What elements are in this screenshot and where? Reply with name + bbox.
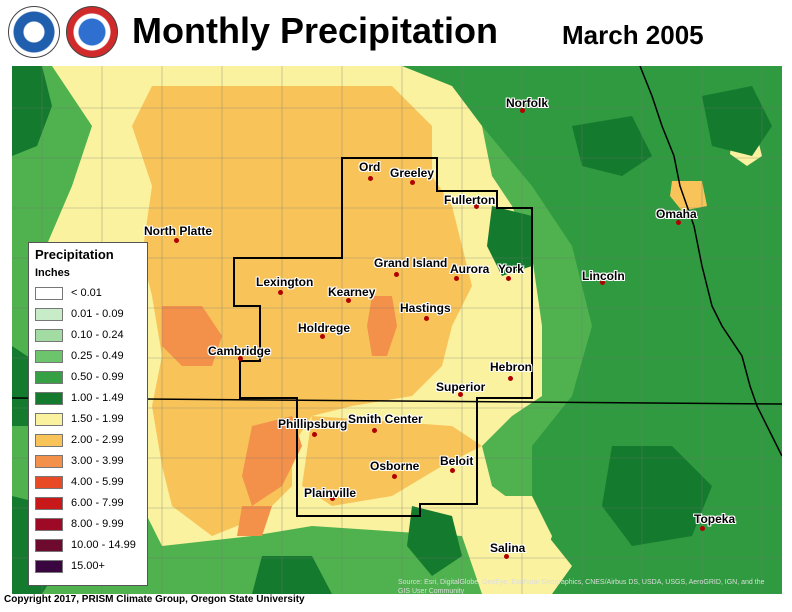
osborne-marker-icon (392, 474, 397, 479)
city-label-salina: Salina (490, 541, 526, 555)
city-label-kearney: Kearney (328, 285, 376, 299)
legend-swatch (35, 518, 63, 531)
city-label-cambridge: Cambridge (208, 344, 271, 358)
city-label-topeka: Topeka (694, 512, 736, 526)
legend-label: 4.00 - 5.99 (71, 476, 124, 488)
norfolk-marker-icon (520, 108, 525, 113)
map-date: March 2005 (562, 20, 704, 50)
city-label-superior: Superior (436, 380, 486, 394)
ord-marker-icon (368, 176, 373, 181)
legend-label: 8.00 - 9.99 (71, 518, 124, 530)
superior-marker-icon (458, 392, 463, 397)
phillipsburg-marker-icon (312, 432, 317, 437)
legend-title: Precipitation (35, 247, 114, 262)
city-label-phillipsburg: Phillipsburg (278, 417, 348, 431)
plainville-marker-icon (330, 496, 335, 501)
legend-label: 1.50 - 1.99 (71, 413, 124, 425)
city-label-hastings: Hastings (400, 301, 451, 315)
city-label-york: York (498, 262, 524, 276)
hebron-marker-icon (508, 376, 513, 381)
legend-label: 10.00 - 14.99 (71, 539, 136, 551)
salina-marker-icon (504, 554, 509, 559)
map-title: Monthly Precipitation (132, 10, 499, 51)
city-label-fullerton: Fullerton (444, 193, 496, 207)
legend-swatch (35, 560, 63, 573)
city-label-beloit: Beloit (440, 454, 474, 468)
legend-label: 2.00 - 2.99 (71, 434, 124, 446)
precipitation-raster (12, 66, 782, 594)
cambridge-marker-icon (238, 356, 243, 361)
legend-label: < 0.01 (71, 287, 102, 299)
city-label-plainville: Plainville (304, 486, 357, 500)
city-label-osborne: Osborne (370, 459, 420, 473)
beloit-marker-icon (450, 468, 455, 473)
city-label-hebron: Hebron (490, 360, 532, 374)
city-label-aurora: Aurora (450, 262, 490, 276)
legend-swatch (35, 350, 63, 363)
topeka-marker-icon (700, 526, 705, 531)
precipitation-map[interactable]: Norfolk Ord Greeley Fullerton North Plat… (12, 66, 782, 594)
copyright-text: Copyright 2017, PRISM Climate Group, Ore… (4, 594, 305, 605)
legend-label: 6.00 - 7.99 (71, 497, 124, 509)
city-label-norfolk: Norfolk (506, 96, 548, 110)
york-marker-icon (506, 276, 511, 281)
kearney-marker-icon (346, 298, 351, 303)
legend-swatch (35, 476, 63, 489)
city-label-lexington: Lexington (256, 275, 314, 289)
legend-label: 3.00 - 3.99 (71, 455, 124, 467)
basemap-source-text: Source: Esri, DigitalGlobe, GeoEye, Eart… (398, 579, 765, 595)
legend-swatch (35, 434, 63, 447)
legend-swatch (35, 455, 63, 468)
city-label-smith-center: Smith Center (348, 412, 423, 426)
legend-label: 1.00 - 1.49 (71, 392, 124, 404)
city-label-grand-island: Grand Island (374, 256, 448, 270)
omaha-marker-icon (676, 220, 681, 225)
aurora-marker-icon (454, 276, 459, 281)
national-weather-service-logo-icon (66, 6, 118, 58)
city-label-holdrege: Holdrege (298, 321, 351, 335)
legend-swatch (35, 329, 63, 342)
legend-swatch (35, 413, 63, 426)
legend-label: 0.10 - 0.24 (71, 329, 124, 341)
noaa-logo-icon (8, 6, 60, 58)
precipitation-legend: Precipitation Inches < 0.01 0.01 - 0.09 0.… (28, 242, 148, 586)
lexington-marker-icon (278, 290, 283, 295)
legend-swatch (35, 287, 63, 300)
legend-swatch (35, 371, 63, 384)
city-label-greeley: Greeley (390, 166, 435, 180)
legend-swatch (35, 308, 63, 321)
north-platte-marker-icon (174, 238, 179, 243)
legend-label: 0.50 - 0.99 (71, 371, 124, 383)
greeley-marker-icon (410, 180, 415, 185)
legend-swatch (35, 392, 63, 405)
smith-center-marker-icon (372, 428, 377, 433)
city-label-omaha: Omaha (656, 207, 697, 221)
city-label-ord: Ord (359, 160, 381, 174)
legend-label: 0.25 - 0.49 (71, 350, 124, 362)
legend-label: 15.00+ (71, 560, 105, 572)
lincoln-marker-icon (600, 280, 605, 285)
fullerton-marker-icon (474, 204, 479, 209)
holdrege-marker-icon (320, 334, 325, 339)
legend-swatch (35, 539, 63, 552)
city-label-lincoln: Lincoln (582, 269, 625, 283)
legend-label: 0.01 - 0.09 (71, 308, 124, 320)
map-header: Monthly Precipitation March 2005 (0, 0, 792, 66)
legend-swatch (35, 497, 63, 510)
city-label-north-platte: North Platte (144, 224, 213, 238)
legend-units: Inches (35, 267, 70, 279)
hastings-marker-icon (424, 316, 429, 321)
grand-island-marker-icon (394, 272, 399, 277)
